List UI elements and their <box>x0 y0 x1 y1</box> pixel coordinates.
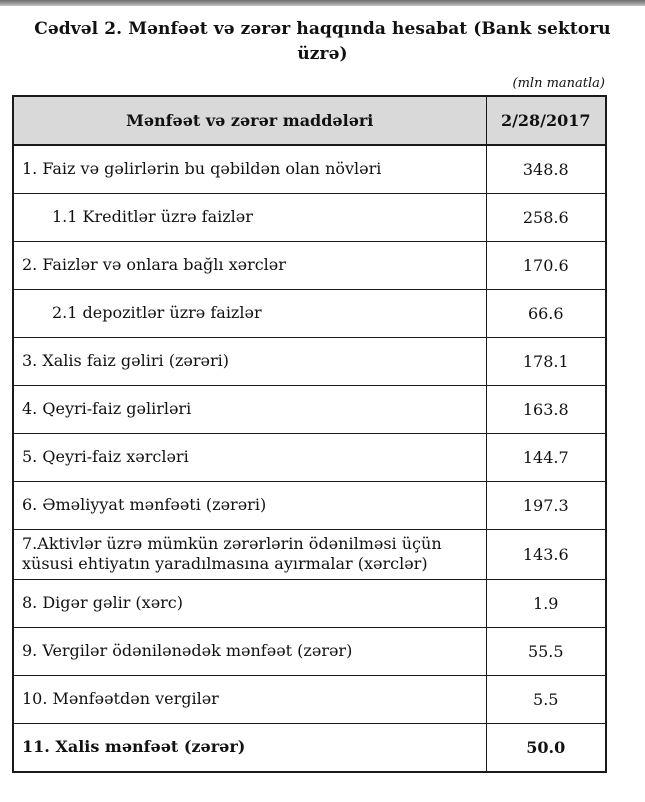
table-header-row: Mənfəət və zərər maddələri 2/28/2017 <box>12 95 607 146</box>
row-value: 163.8 <box>485 384 607 434</box>
table-row: 1. Faiz və gəlirlərin bu qəbildən olan n… <box>12 144 607 194</box>
top-divider-bar <box>0 0 645 6</box>
row-value: 66.6 <box>485 288 607 338</box>
row-label: 4. Qeyri-faiz gəlirləri <box>12 384 487 434</box>
row-label: 10. Mənfəətdən vergilər <box>12 675 487 725</box>
column-header-items: Mənfəət və zərər maddələri <box>12 95 487 146</box>
table-row: 9. Vergilər ödənilənədək mənfəət (zərər)… <box>12 627 607 677</box>
table-row: 10. Mənfəətdən vergilər 5.5 <box>12 675 607 725</box>
table-row: 3. Xalis faiz gəliri (zərəri) 178.1 <box>12 336 607 386</box>
row-value: 55.5 <box>485 627 607 677</box>
row-value: 197.3 <box>485 480 607 530</box>
row-label: 8. Digər gəlir (xərc) <box>12 579 487 629</box>
row-label: 1. Faiz və gəlirlərin bu qəbildən olan n… <box>12 144 487 194</box>
table-row: 7.Aktivlər üzrə mümkün zərərlərin ödənil… <box>12 528 607 581</box>
table-row: 1.1 Kreditlər üzrə faizlər 258.6 <box>12 192 607 242</box>
row-label: 3. Xalis faiz gəliri (zərəri) <box>12 336 487 386</box>
unit-note: (mln manatla) <box>512 76 605 91</box>
page-title: Cədvəl 2. Mənfəət və zərər haqqında hesa… <box>34 19 611 64</box>
column-header-date: 2/28/2017 <box>485 95 607 146</box>
row-value: 5.5 <box>485 675 607 725</box>
row-value: 178.1 <box>485 336 607 386</box>
row-label: 1.1 Kreditlər üzrə faizlər <box>12 192 487 242</box>
table-row-total: 11. Xalis mənfəət (zərər) 50.0 <box>12 723 607 773</box>
row-value: 50.0 <box>485 723 607 773</box>
row-label: 7.Aktivlər üzrə mümkün zərərlərin ödənil… <box>12 528 487 581</box>
table-row: 8. Digər gəlir (xərc) 1.9 <box>12 579 607 629</box>
row-value: 1.9 <box>485 579 607 629</box>
row-label: 2.1 depozitlər üzrə faizlər <box>12 288 487 338</box>
row-value: 258.6 <box>485 192 607 242</box>
row-label: 6. Əməliyyat mənfəəti (zərəri) <box>12 480 487 530</box>
row-label: 11. Xalis mənfəət (zərər) <box>12 723 487 773</box>
table-row: 4. Qeyri-faiz gəlirləri 163.8 <box>12 384 607 434</box>
table-row: 6. Əməliyyat mənfəəti (zərəri) 197.3 <box>12 480 607 530</box>
table-row: 2.1 depozitlər üzrə faizlər 66.6 <box>12 288 607 338</box>
row-label: 9. Vergilər ödənilənədək mənfəət (zərər) <box>12 627 487 677</box>
row-value: 170.6 <box>485 240 607 290</box>
row-label: 2. Faizlər və onlara bağlı xərclər <box>12 240 487 290</box>
row-label: 5. Qeyri-faiz xərcləri <box>12 432 487 482</box>
row-value: 144.7 <box>485 432 607 482</box>
row-value: 143.6 <box>485 528 607 581</box>
profit-loss-table: Mənfəət və zərər maddələri 2/28/2017 1. … <box>12 95 607 773</box>
row-value: 348.8 <box>485 144 607 194</box>
table-row: 2. Faizlər və onlara bağlı xərclər 170.6 <box>12 240 607 290</box>
table-row: 5. Qeyri-faiz xərcləri 144.7 <box>12 432 607 482</box>
